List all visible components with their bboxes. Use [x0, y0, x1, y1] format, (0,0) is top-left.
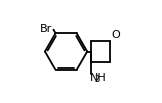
Text: Br: Br: [40, 24, 52, 34]
Text: O: O: [111, 30, 120, 40]
Text: 2: 2: [95, 74, 99, 84]
Text: NH: NH: [90, 73, 107, 83]
